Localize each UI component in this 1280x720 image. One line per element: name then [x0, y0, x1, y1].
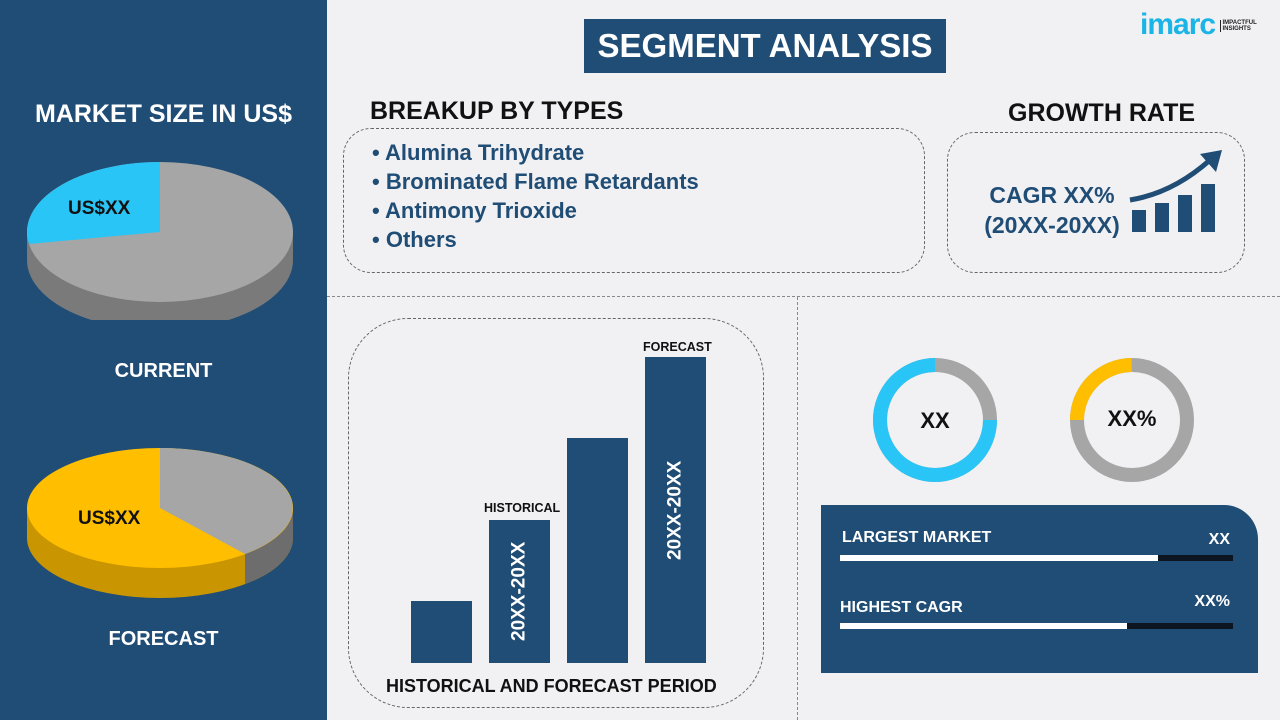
page-title: SEGMENT ANALYSIS [584, 19, 946, 73]
donut-segment [1070, 358, 1194, 482]
bar-historical: 20XX-20XX [489, 520, 550, 663]
breakup-box: • Alumina Trihydrate • Brominated Flame … [343, 128, 925, 273]
progress-bar [840, 555, 1233, 561]
stat-label: LARGEST MARKET [842, 529, 992, 546]
forecast-label: FORECAST [643, 340, 712, 354]
stat-value: XX% [1194, 593, 1230, 610]
cagr-text: CAGR XX% (20XX-20XX) [984, 182, 1120, 238]
growth-chart-icon [1129, 150, 1222, 232]
donut-charts [873, 358, 1194, 482]
bar [411, 601, 472, 663]
divider [327, 296, 1280, 297]
bar-chart-footer: HISTORICAL AND FORECAST PERIOD [386, 676, 717, 696]
donut-value: XX [920, 408, 950, 433]
forecast-label: FORECAST [108, 628, 219, 650]
growth-box [947, 132, 1245, 273]
bar-forecast: 20XX-20XX [645, 357, 706, 663]
breakup-heading: BREAKUP BY TYPES [370, 97, 624, 125]
current-pie-slice [27, 162, 160, 244]
imarc-logo: imarc IMPACTFUL INSIGHTS [1140, 8, 1260, 42]
forecast-value: US$XX [78, 508, 141, 529]
current-value: US$XX [68, 198, 131, 219]
list-item: • Antimony Trioxide [372, 198, 577, 223]
stat-value: XX [1208, 531, 1230, 548]
progress-bar [840, 623, 1233, 629]
forecast-pie-chart [27, 448, 293, 598]
donut-segment [873, 358, 997, 482]
historical-label: HISTORICAL [484, 501, 561, 515]
donut-value: XX% [1107, 406, 1157, 431]
list-item: • Brominated Flame Retardants [372, 169, 699, 194]
list-item: • Others [372, 227, 457, 252]
forecast-pie-slice [160, 448, 293, 554]
market-size-heading: MARKET SIZE IN US$ [35, 100, 292, 128]
stat-label: HIGHEST CAGR [840, 599, 963, 616]
market-size-panel: MARKET SIZE IN US$ US$XX CURRENT US$XX F… [0, 0, 327, 720]
bar-chart-box [348, 318, 764, 708]
list-item: • Alumina Trihydrate [372, 140, 585, 165]
current-label: CURRENT [114, 360, 213, 382]
stats-panel: LARGEST MARKET XX HIGHEST CAGR XX% [821, 505, 1258, 673]
growth-heading: GROWTH RATE [1008, 99, 1196, 127]
current-pie-chart [27, 162, 293, 320]
bar [567, 438, 628, 663]
divider [797, 297, 798, 720]
